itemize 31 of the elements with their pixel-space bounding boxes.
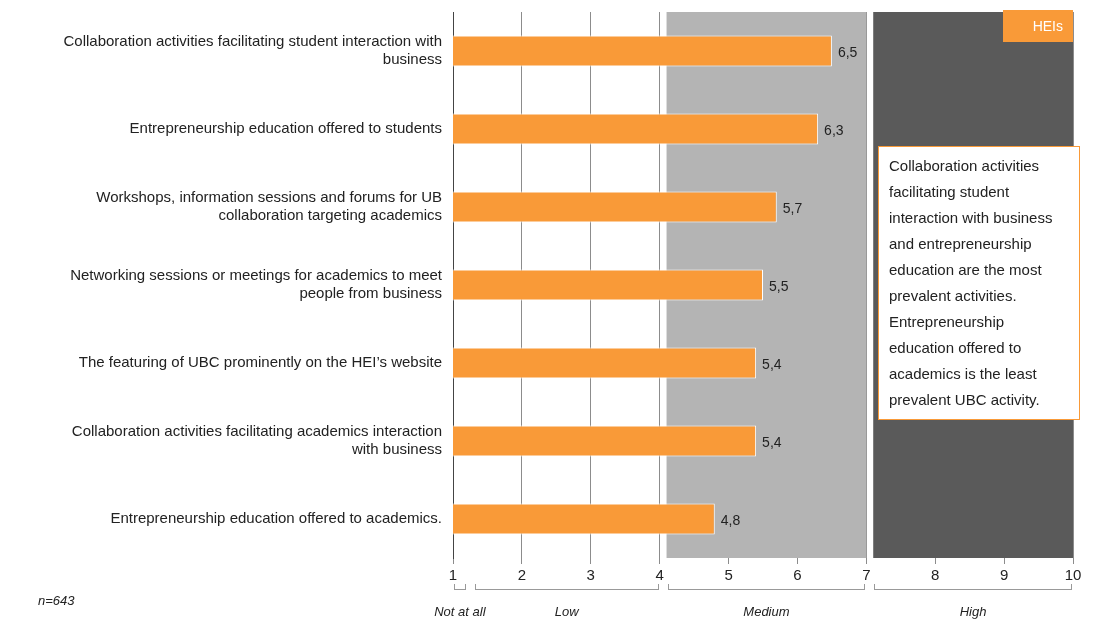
y-tick-label: Entrepreneurship education offered to students <box>129 119 442 137</box>
text: High <box>959 603 987 619</box>
text: n=643 <box>38 592 76 608</box>
y-tick-label: Collaboration activities facilitating student interaction with business <box>63 32 442 68</box>
x-tick-label: 10 <box>1064 566 1082 584</box>
x-tick-label: 3 <box>586 566 595 584</box>
text: Not at all <box>434 603 487 619</box>
data-label: 5,4 <box>762 433 782 450</box>
y-tick-label: Networking sessions or meetings for academics to meet people from business <box>70 266 443 302</box>
y-tick-label: Entrepreneurship education offered to academics. <box>110 509 442 527</box>
data-label: 5,4 <box>762 355 782 372</box>
text: Low <box>554 603 581 619</box>
x-tick-label: 7 <box>862 566 871 584</box>
text: Collaboration activities facilitating student interaction with business and entrepreneurship education are the most prevalent activities. Entrepreneurship education offered to academics is the least prevalent UBC activity. <box>889 157 1053 408</box>
data-label: 6,5 <box>837 43 858 60</box>
data-label: 5,7 <box>782 199 803 216</box>
text: Medium <box>743 603 790 619</box>
data-label: 5,5 <box>769 277 789 294</box>
text: HEIs <box>1032 18 1064 34</box>
y-tick-label: Collaboration activities facilitating academics interaction with business <box>71 422 442 458</box>
x-tick-label: 1 <box>448 566 458 584</box>
x-tick-label: 2 <box>517 566 527 584</box>
x-tick-label: 9 <box>999 566 1009 584</box>
x-tick-label: 8 <box>931 566 940 584</box>
y-tick-label: Workshops, information sessions and forums for UB collaboration targeting academics <box>96 188 442 224</box>
data-label: 6,3 <box>824 121 844 138</box>
y-tick-label: The featuring of UBC prominently on the HEI’s website <box>78 353 442 371</box>
data-label: 4,8 <box>720 511 741 528</box>
x-tick-label: 6 <box>793 566 802 584</box>
x-tick-label: 4 <box>655 566 664 584</box>
x-tick-label: 5 <box>724 566 733 584</box>
